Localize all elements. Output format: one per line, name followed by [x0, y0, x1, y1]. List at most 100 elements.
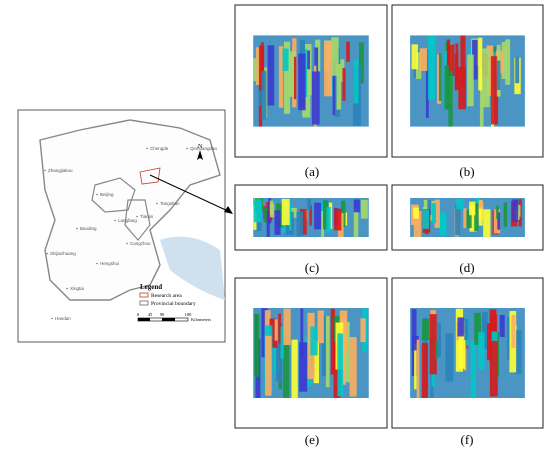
city-label: Zhangjiakou: [48, 168, 73, 173]
cloud-strip: [469, 206, 478, 232]
cloud-strip: [497, 212, 501, 230]
cloud-strip: [455, 205, 461, 236]
panel: (a): [234, 4, 388, 179]
cloud-strip: [300, 308, 304, 358]
city-dot: [186, 147, 188, 150]
cloud-strip: [353, 60, 359, 104]
cloud-strip: [298, 53, 306, 111]
cloud-strip: [435, 340, 438, 359]
cloud-strip: [496, 205, 499, 220]
cloud-strip: [337, 333, 344, 397]
compass: N: [198, 144, 203, 150]
cloud-strip: [470, 341, 477, 398]
cloud-strip: [423, 199, 428, 212]
panel-label: (c): [305, 260, 319, 275]
cloud-strip: [310, 326, 318, 356]
cloud-strip: [446, 39, 450, 76]
cloud-strip: [493, 209, 501, 234]
cloud-strip: [411, 309, 417, 351]
cloud-strip: [422, 318, 430, 341]
cloud-strip: [514, 330, 522, 375]
city-dot: [114, 219, 116, 222]
cloud-strip: [269, 318, 278, 348]
panel-label: (b): [459, 164, 474, 179]
cloud-strip: [474, 312, 481, 345]
cloud-strip: [274, 210, 281, 235]
cloud-strip: [515, 57, 520, 84]
cloud-strip: [505, 39, 511, 85]
cloud-strip: [283, 336, 290, 398]
city-dot: [156, 202, 158, 205]
cloud-strip: [334, 208, 342, 231]
cloud-strip: [309, 204, 312, 226]
cloud-strip: [278, 313, 281, 360]
cloud-strip: [427, 200, 432, 215]
panel-label: (f): [461, 432, 474, 447]
cloud-strip: [511, 314, 516, 349]
cloud-strip: [346, 41, 350, 62]
cloud-strip: [467, 54, 474, 107]
cloud-strip: [288, 202, 292, 231]
cloud-strip: [330, 308, 335, 375]
compass-arrow: [197, 150, 203, 160]
city-dot: [96, 193, 98, 196]
cloud-strip: [438, 53, 442, 101]
cloud-strip: [445, 333, 454, 382]
map: Zhangjiakou Chengde Qinhuangdao Beijing Tang…: [17, 109, 233, 343]
cloud-strip: [483, 209, 491, 237]
cloud-strip: [307, 199, 311, 210]
legend: Legend Research area Provincial boundary: [139, 283, 196, 307]
cloud-strip: [288, 51, 297, 97]
cloud-strip: [321, 316, 329, 377]
cloud-strip: [463, 208, 467, 229]
city-dot: [126, 242, 128, 245]
cloud-strip: [429, 314, 437, 375]
cloud-strip: [458, 66, 466, 110]
cloud-strip: [486, 323, 492, 361]
cloud-strip: [496, 60, 501, 90]
cloud-strip: [448, 71, 453, 127]
city-dot: [76, 227, 78, 230]
cloud-strip: [464, 318, 469, 341]
legend-title: Legend: [140, 283, 162, 291]
city-dot: [51, 317, 53, 320]
cloud-strip: [464, 321, 467, 371]
cloud-strip: [419, 48, 428, 71]
cloud-strip: [325, 316, 330, 388]
panel-label: (d): [459, 260, 474, 275]
cloud-strip: [478, 37, 483, 91]
city-label: Hengshui: [100, 261, 119, 266]
map-body: Zhangjiakou Chengde Qinhuangdao Beijing Tang…: [39, 119, 225, 321]
city-dot: [46, 252, 48, 255]
cloud-strip: [261, 308, 268, 358]
cloud-strip: [414, 343, 417, 390]
city-dot: [96, 262, 98, 265]
cloud-strip: [353, 199, 360, 213]
scale-tick: 90: [160, 312, 165, 317]
cloud-strip: [280, 326, 284, 359]
cloud-strip: [313, 340, 320, 384]
hebei-boundary: [39, 119, 221, 301]
cloud-strip: [358, 42, 364, 84]
cloud-strip: [416, 339, 420, 398]
tianjin-boundary: [124, 199, 151, 241]
cloud-strip: [291, 207, 297, 218]
cloud-strip: [331, 37, 339, 76]
panel: (e): [234, 277, 388, 447]
cloud-strip: [296, 211, 303, 237]
cloud-strip: [341, 317, 346, 385]
cloud-strip: [431, 203, 437, 223]
cloud-strip: [293, 56, 297, 100]
city-label: Handan: [55, 316, 71, 321]
city-label: Xingtai: [70, 286, 84, 291]
cloud-strip: [501, 41, 507, 79]
panel: (f): [391, 277, 544, 447]
panel: (b): [391, 4, 544, 179]
city-label: Baoding: [80, 226, 97, 231]
cloud-strip: [314, 47, 319, 75]
cloud-strip: [434, 199, 440, 228]
cloud-strip: [275, 343, 283, 382]
city-dot: [44, 169, 46, 172]
